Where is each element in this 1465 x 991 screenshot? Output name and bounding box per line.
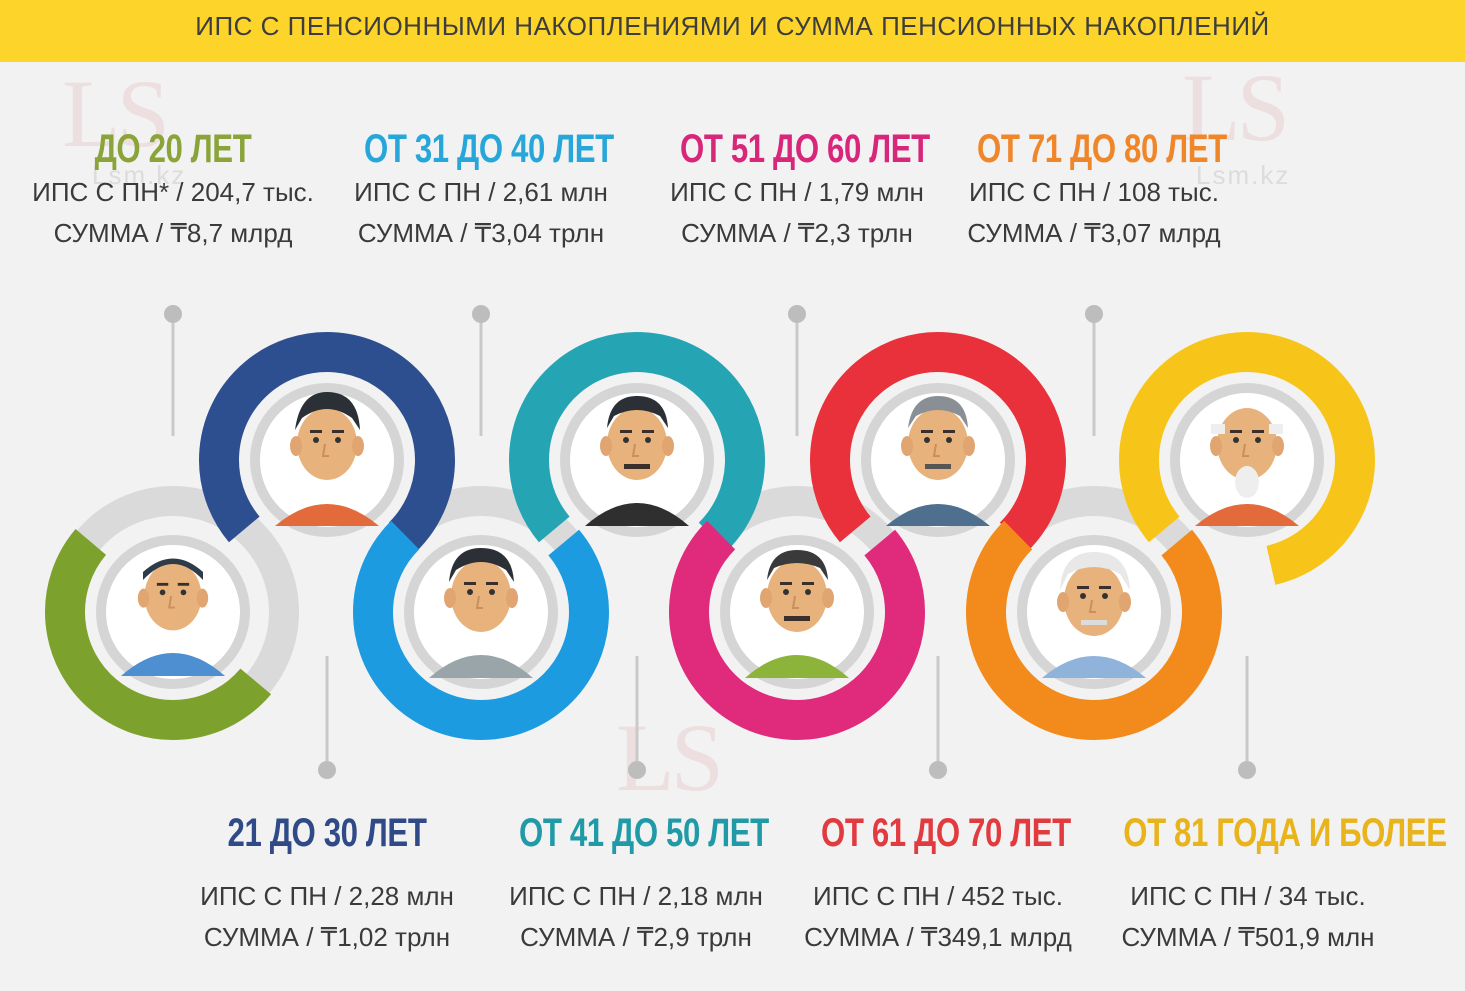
- group-sum: СУММА / ₸3,07 млрд: [967, 218, 1221, 248]
- group-ips: ИПС С ПН / 2,61 млн: [354, 177, 608, 207]
- group-51-60: ОТ 51 ДО 60 ЛЕТ ИПС С ПН / 1,79 млн СУММ…: [647, 126, 947, 254]
- group-sum: СУММА / ₸1,02 трлн: [203, 922, 451, 952]
- group-ips: ИПС С ПН / 2,28 млн: [200, 881, 454, 911]
- group-sum: СУММА / ₸3,04 трлн: [357, 218, 605, 248]
- group-heading: 21 ДО 30 ЛЕТ: [227, 811, 427, 855]
- avatar-under-20: [96, 535, 250, 689]
- group-81-plus: ОТ 81 ГОДА И БОЛЕЕ ИПС С ПН / 34 тыс. СУ…: [1088, 810, 1448, 958]
- ring-71-80: [966, 484, 1222, 740]
- ring-under-20: [45, 484, 301, 740]
- group-heading: ОТ 31 ДО 40 ЛЕТ: [364, 127, 614, 171]
- avatar-41-50: [560, 383, 714, 537]
- avatar-21-30: [250, 383, 404, 537]
- group-ips: ИПС С ПН / 2,18 млн: [509, 881, 763, 911]
- group-ips: ИПС С ПН / 452 тыс.: [813, 881, 1063, 911]
- group-ips: ИПС С ПН / 1,79 млн: [670, 177, 924, 207]
- group-sum: СУММА / ₸349,1 млрд: [804, 922, 1072, 952]
- group-ips: ИПС С ПН* / 204,7 тыс.: [32, 177, 314, 207]
- ring-31-40: [353, 484, 609, 740]
- avatar-81-plus: [1170, 383, 1324, 537]
- group-61-70: ОТ 61 ДО 70 ЛЕТ ИПС С ПН / 452 тыс. СУММ…: [788, 810, 1088, 958]
- group-41-50: ОТ 41 ДО 50 ЛЕТ ИПС С ПН / 2,18 млн СУММ…: [486, 810, 786, 958]
- group-71-80: ОТ 71 ДО 80 ЛЕТ ИПС С ПН / 108 тыс. СУММ…: [944, 126, 1244, 254]
- group-ips: ИПС С ПН / 34 тыс.: [1130, 881, 1366, 911]
- connector-dots: [164, 305, 1256, 779]
- group-heading: ОТ 51 ДО 60 ЛЕТ: [680, 127, 930, 171]
- header-banner: [0, 0, 1465, 62]
- group-sum: СУММА / ₸501,9 млн: [1121, 922, 1375, 952]
- group-heading: ОТ 41 ДО 50 ЛЕТ: [519, 811, 769, 855]
- group-heading: ОТ 61 ДО 70 ЛЕТ: [821, 811, 1071, 855]
- ring-21-30: [199, 332, 455, 588]
- group-ips: ИПС С ПН / 108 тыс.: [969, 177, 1219, 207]
- watermark-logo: LS: [62, 60, 170, 167]
- group-sum: СУММА / ₸2,9 трлн: [520, 922, 752, 952]
- ring-51-60: [669, 484, 925, 740]
- connector-lines: [171, 314, 1249, 770]
- group-heading: ОТ 71 ДО 80 ЛЕТ: [977, 127, 1227, 171]
- avatar-61-70: [861, 383, 1015, 537]
- watermark-site: Lsm.kz: [1196, 160, 1291, 190]
- watermark-site: Lsm.kz: [92, 160, 187, 190]
- group-heading: ДО 20 ЛЕТ: [94, 127, 252, 171]
- group-21-30: 21 ДО 30 ЛЕТ ИПС С ПН / 2,28 млн СУММА /…: [177, 810, 477, 958]
- group-sum: СУММА / ₸2,3 трлн: [681, 218, 913, 248]
- watermark-logo: LS: [1182, 54, 1290, 161]
- portraits: [96, 383, 1324, 689]
- avatar-71-80: [1017, 535, 1171, 689]
- watermark-logo: LS: [616, 704, 724, 811]
- group-heading: ОТ 81 ГОДА И БОЛЕЕ: [1123, 811, 1447, 855]
- group-31-40: ОТ 31 ДО 40 ЛЕТ ИПС С ПН / 2,61 млн СУММ…: [331, 126, 631, 254]
- group-sum: СУММА / ₸8,7 млрд: [53, 218, 293, 248]
- avatar-31-40: [404, 535, 558, 689]
- group-under-20: ДО 20 ЛЕТ ИПС С ПН* / 204,7 тыс. СУММА /…: [23, 126, 323, 254]
- avatar-51-60: [720, 535, 874, 689]
- page-title: ИПС С ПЕНСИОННЫМИ НАКОПЛЕНИЯМИ И СУММА П…: [195, 11, 1270, 41]
